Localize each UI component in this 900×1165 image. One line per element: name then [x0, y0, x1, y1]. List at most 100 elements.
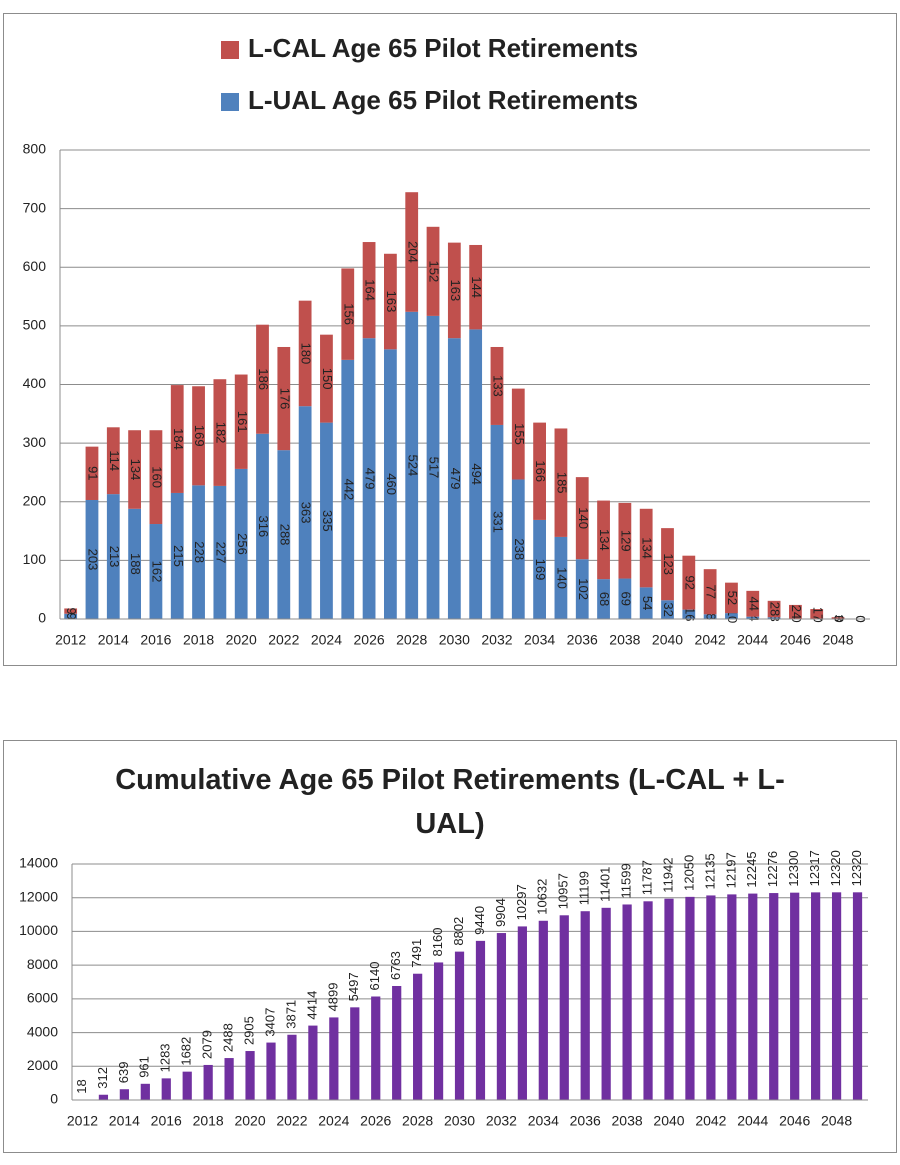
data-label: 102 — [576, 578, 591, 600]
bar-segment — [213, 379, 227, 486]
bar-segment — [810, 609, 824, 619]
y-tick-label: 2000 — [27, 1057, 58, 1073]
bar-segment — [149, 524, 163, 619]
x-tick-label: 2014 — [109, 1113, 140, 1129]
bar — [371, 996, 381, 1100]
data-label: 186 — [256, 368, 271, 390]
y-tick-label: 6000 — [27, 990, 58, 1006]
bar-segment — [170, 385, 184, 493]
y-tick-label: 4000 — [27, 1023, 58, 1039]
bar-segment — [469, 329, 483, 619]
data-label: 256 — [235, 533, 250, 555]
data-label: 288 — [277, 524, 292, 546]
data-label: 215 — [171, 545, 186, 567]
bar-segment — [682, 555, 696, 610]
data-label: 163 — [448, 280, 463, 302]
x-tick-label: 2024 — [311, 632, 342, 648]
data-label: 9904 — [493, 898, 508, 927]
data-label: 238 — [512, 538, 527, 560]
bar-segment — [767, 617, 781, 619]
bar — [266, 1042, 276, 1100]
legend-swatch — [221, 41, 239, 59]
data-label: 12245 — [744, 851, 759, 887]
bar-segment — [320, 422, 333, 619]
data-label: 479 — [448, 468, 463, 490]
data-label: 12276 — [765, 851, 780, 887]
data-label: 4414 — [304, 991, 319, 1020]
bar — [119, 1089, 129, 1100]
bar-segment — [575, 559, 589, 619]
y-tick-label: 0 — [50, 1091, 58, 1107]
y-tick-label: 8000 — [27, 956, 58, 972]
bar-segment — [192, 386, 205, 486]
chart-title: Cumulative Age 65 Pilot Retirements (L-C… — [115, 764, 785, 840]
data-label: 160 — [149, 466, 164, 488]
x-tick-label: 2020 — [226, 632, 257, 648]
bar-segment — [362, 338, 376, 619]
x-tick-label: 2028 — [402, 1113, 433, 1129]
bar-segment — [106, 494, 120, 619]
data-label: 44 — [746, 597, 761, 611]
data-label: 227 — [213, 542, 228, 564]
x-tick-label: 2032 — [486, 1113, 517, 1129]
bar — [727, 894, 737, 1100]
x-tick-label: 2026 — [360, 1113, 391, 1129]
data-label: 1283 — [158, 1043, 173, 1072]
bar-segment — [320, 334, 333, 423]
bar-segment — [767, 600, 781, 618]
bar-segment — [256, 433, 269, 619]
bar — [664, 898, 674, 1100]
bar-segment — [746, 616, 760, 619]
bar-segment — [234, 374, 248, 469]
data-label: 10957 — [556, 873, 571, 909]
data-label: 162 — [149, 561, 164, 583]
bar — [224, 1058, 234, 1100]
y-tick-label: 800 — [23, 141, 47, 157]
bar-segment — [405, 311, 419, 619]
bar-segment — [597, 500, 610, 580]
data-label: 140 — [554, 567, 569, 589]
x-tick-label: 2036 — [567, 632, 598, 648]
bar-segment — [426, 226, 440, 316]
y-tick-label: 14000 — [19, 855, 58, 871]
bar — [98, 1094, 109, 1100]
data-label: 442 — [341, 479, 356, 501]
data-label: 9440 — [472, 906, 487, 935]
data-label: 11199 — [577, 871, 592, 905]
data-label: 184 — [171, 428, 186, 450]
x-tick-label: 2030 — [444, 1113, 475, 1129]
bar — [601, 907, 611, 1100]
data-label: 9 — [64, 607, 79, 614]
bar — [538, 920, 548, 1100]
data-label: 28 — [768, 602, 783, 616]
bar-segment — [85, 446, 99, 500]
bar-segment — [618, 578, 632, 619]
bar-segment — [447, 338, 461, 619]
x-tick-label: 2034 — [524, 632, 555, 648]
data-label: 92 — [682, 575, 697, 589]
data-label: 140 — [576, 507, 591, 529]
data-label: 77 — [704, 585, 719, 599]
data-label: 176 — [277, 388, 292, 410]
bar-segment — [533, 422, 546, 520]
data-label: 163 — [384, 291, 399, 313]
x-tick-label: 2046 — [779, 1113, 810, 1129]
y-tick-label: 0 — [38, 610, 46, 626]
bar-segment — [618, 502, 632, 579]
bar-segment — [789, 604, 802, 619]
bar-segment — [341, 359, 355, 619]
data-label: 479 — [363, 468, 378, 490]
bar — [769, 893, 779, 1100]
data-label: 54 — [640, 596, 655, 610]
x-tick-label: 2020 — [234, 1113, 265, 1129]
data-label: 8802 — [451, 917, 466, 946]
bar-segment — [384, 349, 397, 619]
data-label: 3 — [832, 615, 847, 622]
data-label: 11787 — [639, 860, 654, 895]
y-tick-label: 400 — [23, 375, 47, 391]
y-tick-label: 200 — [23, 492, 47, 508]
data-label: 12320 — [849, 850, 864, 886]
bar-segment — [405, 192, 419, 312]
data-label: 155 — [512, 423, 527, 445]
y-tick-label: 700 — [23, 199, 47, 215]
